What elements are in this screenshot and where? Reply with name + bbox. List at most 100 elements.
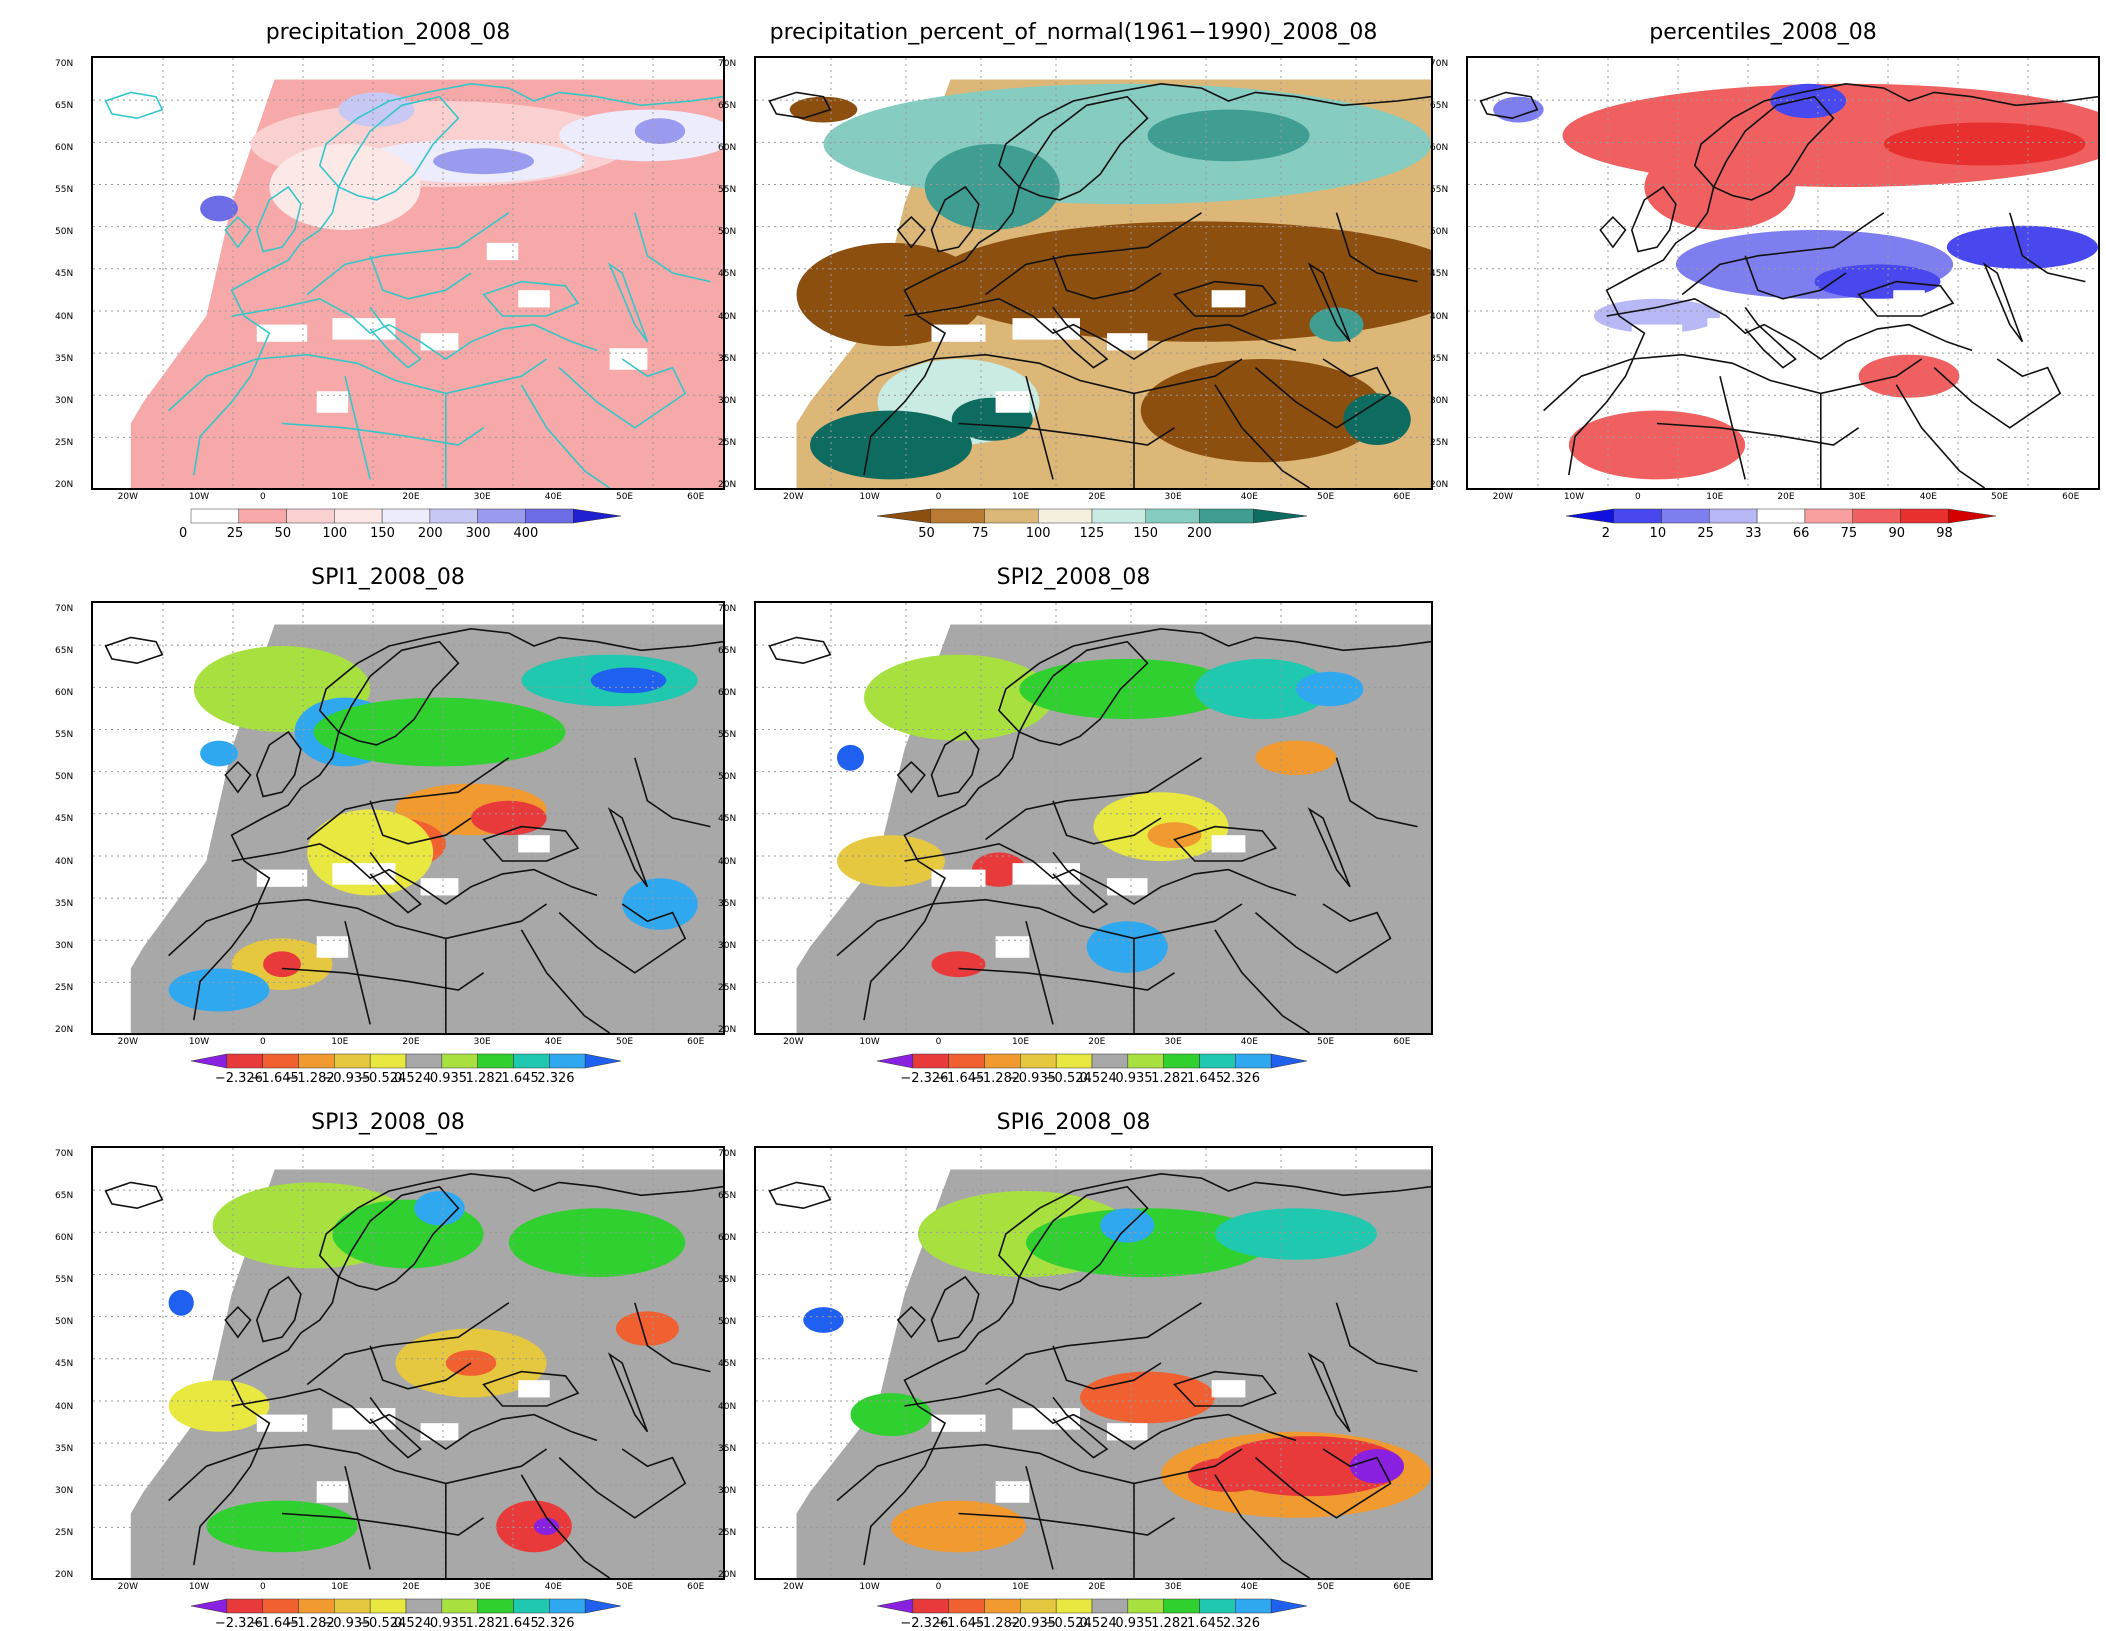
colorbar — [171, 1053, 641, 1073]
coastline — [255, 1275, 302, 1343]
colorbar-swatch — [1198, 1598, 1236, 1614]
colorbar-swatch — [1091, 1053, 1128, 1069]
map-area — [91, 56, 725, 490]
field-contour — [1594, 298, 1720, 334]
lon-label: 40E — [544, 1037, 562, 1047]
lon-label: 30E — [1164, 1037, 1182, 1047]
lat-label: 20N — [55, 1025, 74, 1036]
lat-label: 60N — [55, 143, 74, 154]
coastline — [1857, 280, 1955, 317]
colorbar-swatch — [983, 1053, 1021, 1069]
colorbar-swatch — [238, 508, 287, 524]
coastline — [1895, 384, 1986, 488]
lat-label: 55N — [55, 1275, 74, 1286]
colorbar-label: 2.326 — [537, 1616, 575, 1631]
coastline — [985, 1302, 1202, 1386]
lon-label: 10E — [1011, 1582, 1030, 1592]
colorbar-label: 0.935 — [1115, 1071, 1153, 1086]
lat-label: 70N — [55, 603, 74, 614]
lat-label: 40N — [1430, 311, 1449, 322]
map-svg — [93, 58, 723, 488]
colorbar-label: −2.326 — [214, 1071, 263, 1086]
lat-label: 65N — [55, 1190, 74, 1201]
colorbar-swatch — [1270, 1598, 1307, 1614]
colorbar-swatch — [513, 1598, 550, 1614]
missing-data — [420, 878, 459, 896]
field-contour — [796, 242, 986, 347]
colorbar-label: −1.645 — [250, 1071, 299, 1086]
colorbar-swatch — [429, 508, 478, 524]
coastline — [281, 422, 485, 446]
lon-label: 40E — [1240, 492, 1258, 502]
coastline — [482, 825, 580, 862]
lon-label: 10E — [331, 492, 349, 502]
field-contour — [1147, 822, 1202, 849]
lat-label: 50N — [718, 1317, 737, 1328]
lon-label: 20E — [1088, 492, 1106, 502]
missing-data — [1893, 290, 1925, 308]
lat-label: 25N — [1430, 438, 1449, 448]
colorbar-label: 75 — [972, 526, 989, 541]
coastline — [1982, 262, 2024, 343]
lat-label: 55N — [55, 730, 74, 741]
missing-data — [256, 869, 308, 887]
coastline — [863, 1172, 1431, 1566]
lat-label: 50N — [55, 1317, 74, 1328]
panel-precipitation: precipitation_2008_08 70N 65N 60N 55N 50N 45N 4… — [55, 20, 725, 541]
coastline — [836, 353, 1243, 412]
lon-label: 60E — [1393, 1037, 1411, 1047]
field-contour — [414, 1191, 465, 1226]
missing-data — [256, 1414, 308, 1432]
coastline — [482, 280, 580, 317]
lon-label: 10W — [188, 1037, 210, 1047]
colorbar-label: 125 — [1079, 526, 1105, 541]
colorbar-swatch — [1756, 508, 1806, 524]
coastline — [193, 627, 723, 1021]
colorbar-label: −1.645 — [936, 1071, 985, 1086]
missing-data — [1107, 1423, 1148, 1441]
coastline — [1307, 807, 1351, 888]
field-contour — [1080, 1371, 1215, 1424]
colorbar-label: 100 — [1025, 526, 1051, 541]
coastline — [607, 1352, 649, 1433]
colorbar-swatch — [912, 1598, 949, 1614]
lon-label: 20E — [1088, 1582, 1106, 1592]
lon-label: 60E — [687, 1582, 705, 1592]
lon-label: 20E — [1088, 1037, 1106, 1047]
panel-spi3: SPI3_2008_08 70N 65N 60N 55N 50N 45N 40N 35N 30N 2… — [55, 1110, 725, 1631]
lon-label: 60E — [1393, 492, 1411, 502]
panel-title: SPI3_2008_08 — [311, 1110, 465, 1135]
colorbar-label: −0.524 — [1043, 1071, 1092, 1086]
field-contour — [471, 800, 547, 836]
coastline — [168, 898, 548, 957]
lat-label: 45N — [718, 1359, 737, 1370]
field-contour — [168, 1289, 194, 1316]
lon-label: 50E — [1990, 492, 2009, 502]
coastline — [930, 730, 980, 798]
coastline — [231, 842, 598, 905]
missing-data — [332, 863, 396, 885]
coastline — [1018, 640, 1149, 746]
lat-label: 25N — [55, 1528, 74, 1538]
colorbar-label: 300 — [465, 526, 491, 541]
coastline — [1568, 82, 2098, 476]
lon-label: 10W — [859, 492, 880, 502]
missing-data — [1211, 1380, 1246, 1398]
lat-label: 25N — [718, 438, 737, 448]
lat-label: 30N — [718, 395, 737, 406]
lon-label: 30E — [473, 492, 491, 502]
colorbar-swatch — [1613, 508, 1662, 524]
coastline — [2009, 212, 2086, 283]
coastline — [1335, 1302, 1418, 1373]
colorbar-swatch — [912, 1053, 949, 1069]
colorbar-swatch — [405, 1598, 443, 1614]
colorbar-swatch — [1565, 508, 1615, 524]
coastline — [930, 185, 980, 253]
field-contour — [1568, 410, 1746, 480]
coastline — [224, 760, 252, 794]
coastline — [168, 1443, 548, 1502]
lon-label: 30E — [1164, 1582, 1182, 1592]
missing-data — [609, 348, 648, 370]
lat-label: 40N — [55, 856, 74, 867]
colorbar-label: 10 — [1649, 526, 1667, 541]
